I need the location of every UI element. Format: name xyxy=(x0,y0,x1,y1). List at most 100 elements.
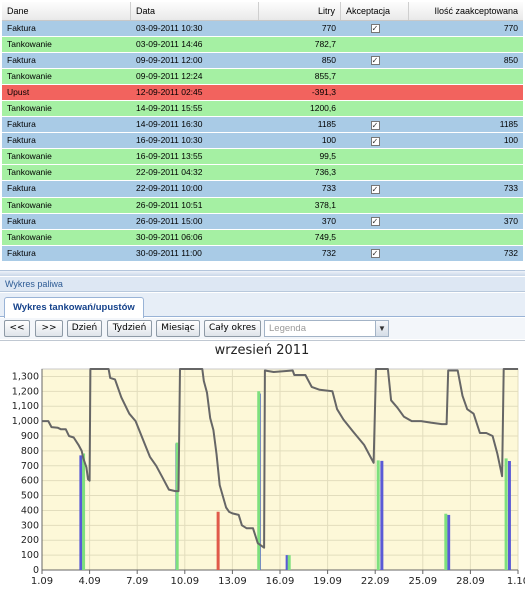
column-header-data[interactable]: Data xyxy=(131,2,259,20)
legend-select[interactable]: Legenda ▼ xyxy=(264,320,389,337)
legend-select-placeholder: Legenda xyxy=(269,323,306,334)
chart-bar xyxy=(257,391,261,570)
table-row[interactable]: Tankowanie 14-09-2011 15:55 1200,6 xyxy=(2,101,523,118)
splitter[interactable] xyxy=(0,270,525,276)
all-period-button[interactable]: Cały okres xyxy=(204,320,261,337)
chart-bar xyxy=(504,458,508,570)
chart-toolbar: << >> Dzień Tydzień Miesiąc Cały okres L… xyxy=(0,318,525,339)
column-header-dane[interactable]: Dane xyxy=(2,2,131,20)
chart-bar xyxy=(447,514,451,570)
month-button[interactable]: Miesiąc xyxy=(156,320,200,337)
cell-ilosc xyxy=(409,69,523,84)
table-body: Faktura 03-09-2011 10:30 770 ✓ 770 Tankowanie… xyxy=(2,21,523,262)
cell-date: 03-09-2011 10:30 xyxy=(136,23,203,33)
cell-litry: 378,1 xyxy=(314,199,336,210)
chart-bar xyxy=(444,513,448,570)
cell-litry: 370 xyxy=(321,215,336,226)
cell-ilosc: 370 xyxy=(503,215,518,226)
cell-date: 12-09-2011 02:45 xyxy=(136,87,203,98)
cell-litry: 770 xyxy=(321,23,336,33)
day-button[interactable]: Dzień xyxy=(67,320,102,337)
y-tick-label: 1,200 xyxy=(12,386,39,397)
y-tick-label: 700 xyxy=(21,461,39,472)
x-tick-label: 19.09 xyxy=(313,576,342,587)
table-row[interactable]: Tankowanie 26-09-2011 10:51 378,1 xyxy=(2,197,523,214)
table-row[interactable]: Faktura 22-09-2011 10:00 733 ✓ 733 xyxy=(2,181,523,198)
cell-ilosc: 1185 xyxy=(499,119,518,130)
acceptance-checkbox[interactable]: ✓ xyxy=(370,184,380,194)
table-row[interactable]: Faktura 30-09-2011 11:00 732 ✓ 732 xyxy=(2,245,523,262)
y-tick-label: 300 xyxy=(21,520,39,531)
acceptance-checkbox[interactable]: ✓ xyxy=(370,136,380,146)
week-button[interactable]: Tydzień xyxy=(107,320,152,337)
cell-date: 16-09-2011 10:30 xyxy=(136,135,203,146)
acceptance-checkbox[interactable]: ✓ xyxy=(370,56,380,66)
x-tick-label: 13.09 xyxy=(218,576,247,587)
tab-chart[interactable]: Wykres tankowań/upustów xyxy=(4,297,144,318)
cell-ilosc xyxy=(409,85,523,100)
y-tick-label: 800 xyxy=(21,446,39,457)
cell-date: 22-09-2011 04:32 xyxy=(136,167,203,178)
column-header-akceptacja[interactable]: Akceptacja xyxy=(341,2,409,20)
table-row[interactable]: Faktura 16-09-2011 10:30 100 ✓ 100 xyxy=(2,133,523,150)
table-row[interactable]: Tankowanie 09-09-2011 12:24 855,7 xyxy=(2,69,523,86)
x-tick-label: 4.09 xyxy=(78,576,100,587)
chart-bar xyxy=(376,460,380,570)
table-header: Dane Data Litry Akceptacja Ilość zaakcep… xyxy=(2,2,523,21)
chevron-down-icon[interactable]: ▼ xyxy=(375,321,388,336)
table-row[interactable]: Tankowanie 22-09-2011 04:32 736,3 xyxy=(2,165,523,182)
cell-litry: 100 xyxy=(321,135,336,146)
column-header-litry[interactable]: Litry xyxy=(259,2,341,20)
cell-litry: 99,5 xyxy=(319,151,336,162)
acceptance-checkbox[interactable]: ✓ xyxy=(370,216,380,226)
table-row[interactable]: Faktura 03-09-2011 10:30 770 ✓ 770 xyxy=(2,21,523,38)
chart-bar xyxy=(216,511,220,570)
x-tick-label: 10.09 xyxy=(170,576,199,587)
cell-litry: 1185 xyxy=(317,119,336,130)
cell-akceptacja xyxy=(341,69,409,84)
cell-type: Tankowanie xyxy=(7,103,52,114)
cell-litry: 855,7 xyxy=(314,71,336,82)
prev-button[interactable]: << xyxy=(4,320,30,337)
checkmark-icon: ✓ xyxy=(371,56,379,66)
x-tick-label: 1.10 xyxy=(507,576,525,587)
cell-akceptacja xyxy=(341,165,409,180)
cell-ilosc xyxy=(409,101,523,116)
cell-litry: 782,7 xyxy=(314,39,336,50)
acceptance-checkbox[interactable]: ✓ xyxy=(370,248,380,258)
cell-date: 26-09-2011 10:51 xyxy=(136,199,203,210)
cell-litry: 736,3 xyxy=(314,167,336,178)
y-tick-label: 0 xyxy=(33,565,39,576)
table-row[interactable]: Upust 12-09-2011 02:45 -391,3 xyxy=(2,85,523,102)
cell-date: 03-09-2011 14:46 xyxy=(136,39,203,50)
acceptance-checkbox[interactable]: ✓ xyxy=(370,120,380,130)
table-row[interactable]: Faktura 09-09-2011 12:00 850 ✓ 850 xyxy=(2,53,523,70)
cell-type: Upust xyxy=(7,87,30,98)
cell-type: Tankowanie xyxy=(7,39,52,50)
cell-type: Tankowanie xyxy=(7,167,52,178)
table-row[interactable]: Tankowanie 03-09-2011 14:46 782,7 xyxy=(2,37,523,54)
x-tick-label: 7.09 xyxy=(126,576,148,587)
acceptance-checkbox[interactable]: ✓ xyxy=(370,24,380,34)
cell-type: Faktura xyxy=(7,215,36,226)
x-tick-label: 25.09 xyxy=(408,576,437,587)
chart-bar xyxy=(285,555,289,570)
table-row[interactable]: Faktura 26-09-2011 15:00 370 ✓ 370 xyxy=(2,213,523,230)
cell-date: 14-09-2011 16:30 xyxy=(136,119,203,130)
column-header-ilosc[interactable]: Ilość zaakceptowana xyxy=(434,6,518,16)
table-row[interactable]: Faktura 14-09-2011 16:30 1185 ✓ 1185 xyxy=(2,117,523,134)
chart-bar xyxy=(507,461,511,570)
cell-akceptacja xyxy=(341,149,409,164)
next-button[interactable]: >> xyxy=(35,320,63,337)
table-row[interactable]: Tankowanie 16-09-2011 13:55 99,5 xyxy=(2,149,523,166)
y-tick-label: 200 xyxy=(21,535,39,546)
y-tick-label: 1,100 xyxy=(12,401,39,412)
cell-ilosc xyxy=(409,198,523,213)
cell-ilosc: 850 xyxy=(503,55,518,66)
cell-akceptacja xyxy=(341,101,409,116)
table-row[interactable]: Tankowanie 30-09-2011 06:06 749,5 xyxy=(2,229,523,246)
cell-ilosc xyxy=(409,165,523,180)
fuel-level-line xyxy=(42,368,518,549)
chart-bar xyxy=(175,442,179,570)
cell-type: Tankowanie xyxy=(7,231,52,242)
